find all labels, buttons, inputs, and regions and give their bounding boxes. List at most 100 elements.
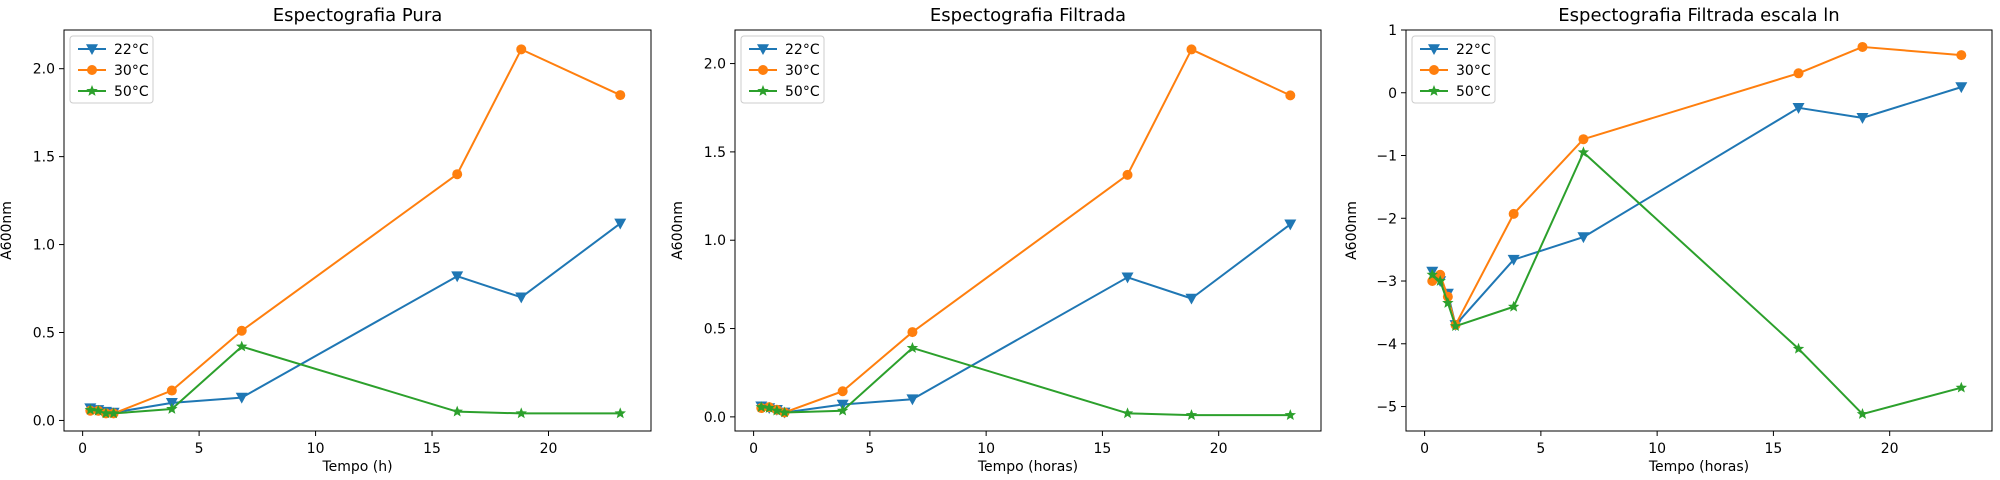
x-tick-label: 0 bbox=[78, 441, 87, 457]
plot-frame bbox=[1405, 29, 1993, 432]
data-point bbox=[92, 404, 104, 416]
chart-panel-1: Espectografia Pura 0 5 10 15 20 0.0 0.5 1.0 1.5 2.… bbox=[0, 5, 652, 475]
data-point bbox=[614, 407, 626, 419]
legend-label: 30°C bbox=[114, 63, 149, 79]
data-point bbox=[1284, 219, 1297, 231]
plot-frame bbox=[734, 29, 1322, 432]
data-point bbox=[755, 401, 767, 413]
y-tick-label: −4 bbox=[1376, 337, 1397, 353]
y-tick-label: 0.0 bbox=[33, 413, 55, 429]
legend-marker bbox=[1428, 44, 1440, 55]
data-point bbox=[1442, 296, 1454, 308]
series-50CC bbox=[1426, 146, 1968, 419]
x-tick-label: 20 bbox=[1881, 441, 1899, 457]
legend-marker bbox=[1428, 85, 1440, 96]
y-tick-label: −3 bbox=[1376, 274, 1397, 290]
legend-label: 22°C bbox=[114, 42, 149, 58]
y-tick-label: 2.0 bbox=[704, 57, 726, 73]
x-tick-label: 0 bbox=[749, 441, 758, 457]
data-point bbox=[1792, 103, 1805, 114]
y-tick-label: 1.0 bbox=[704, 233, 726, 249]
series-30CC bbox=[1427, 41, 1967, 330]
y-tick-label: 0.0 bbox=[704, 410, 726, 426]
data-point bbox=[907, 327, 918, 338]
legend-label: 50°C bbox=[114, 84, 149, 100]
legend-label: 30°C bbox=[785, 63, 820, 79]
data-point bbox=[451, 405, 463, 417]
chart-title: Espectografia Pura bbox=[273, 5, 443, 26]
series-line bbox=[761, 48, 1291, 414]
y-axis-label: A600nm bbox=[1344, 201, 1360, 260]
series-50CC bbox=[84, 340, 626, 419]
data-point bbox=[1792, 342, 1805, 354]
plot-frame bbox=[63, 29, 652, 432]
data-point bbox=[1856, 113, 1869, 124]
chart-panel-2: Espectografia Filtrada 0 5 10 15 20 0.0 0.5 1.0 1… bbox=[670, 5, 1322, 475]
x-tick-label: 10 bbox=[977, 441, 995, 457]
data-point bbox=[837, 386, 848, 397]
data-point bbox=[516, 44, 527, 55]
data-point bbox=[1857, 41, 1868, 52]
data-point bbox=[1955, 82, 1968, 94]
x-axis-label: Tempo (h) bbox=[321, 459, 392, 475]
data-point bbox=[1284, 409, 1297, 420]
chart-title: Espectografia Filtrada escala ln bbox=[1558, 5, 1839, 26]
series-30CC bbox=[756, 44, 1296, 418]
legend-label: 22°C bbox=[785, 42, 820, 58]
data-point bbox=[778, 406, 791, 418]
y-tick-label: 0 bbox=[1388, 86, 1397, 102]
x-tick-label: 0 bbox=[1420, 441, 1429, 457]
series-30CC bbox=[85, 44, 626, 419]
data-point bbox=[166, 403, 178, 414]
data-point bbox=[1434, 275, 1446, 286]
x-axis-label: Tempo (horas) bbox=[1648, 459, 1749, 475]
y-tick-label: 1.0 bbox=[33, 238, 55, 254]
data-point bbox=[1435, 269, 1446, 280]
data-point bbox=[1121, 272, 1134, 284]
x-tick-label: 15 bbox=[1093, 441, 1111, 457]
data-point bbox=[906, 394, 919, 406]
x-tick-label: 15 bbox=[1764, 441, 1782, 457]
series-line bbox=[1431, 151, 1962, 416]
legend-label: 50°C bbox=[785, 84, 820, 100]
series-line bbox=[90, 48, 621, 415]
series-line bbox=[90, 222, 621, 414]
data-point bbox=[1507, 254, 1520, 266]
data-point bbox=[236, 340, 248, 352]
data-point bbox=[452, 169, 463, 180]
legend-marker bbox=[1429, 65, 1439, 75]
data-point bbox=[84, 403, 97, 415]
x-axis-label: Tempo (horas) bbox=[977, 459, 1078, 475]
legend: 22°C 30°C 50°C bbox=[1411, 35, 1496, 104]
y-tick-label: 1.5 bbox=[704, 145, 726, 161]
data-point bbox=[1121, 407, 1134, 419]
series-50CC bbox=[755, 341, 1297, 420]
legend-marker bbox=[758, 65, 768, 75]
data-point bbox=[1122, 169, 1133, 180]
legend-marker bbox=[86, 44, 98, 55]
data-point bbox=[451, 271, 464, 283]
series-22CC bbox=[1426, 82, 1968, 331]
legend-label: 22°C bbox=[1456, 42, 1491, 58]
y-axis-label: A600nm bbox=[670, 201, 686, 260]
legend-marker bbox=[757, 85, 769, 96]
series-line bbox=[1431, 45, 1962, 326]
x-tick-label: 15 bbox=[423, 441, 441, 457]
data-point bbox=[771, 404, 783, 416]
y-tick-label: 2.0 bbox=[33, 62, 55, 78]
y-tick-label: −1 bbox=[1376, 149, 1397, 165]
data-point bbox=[1956, 50, 1967, 61]
data-point bbox=[614, 218, 627, 230]
legend-marker bbox=[757, 44, 769, 55]
y-tick-label: 1.5 bbox=[33, 150, 55, 166]
x-tick-label: 5 bbox=[865, 441, 874, 457]
x-tick-label: 10 bbox=[307, 441, 325, 457]
y-axis-label: A600nm bbox=[0, 201, 15, 260]
data-point bbox=[515, 292, 528, 304]
x-tick-label: 20 bbox=[540, 441, 558, 457]
legend-marker bbox=[87, 65, 97, 75]
legend-label: 30°C bbox=[1456, 63, 1491, 79]
x-tick-label: 5 bbox=[1536, 441, 1545, 457]
data-point bbox=[1508, 208, 1519, 219]
